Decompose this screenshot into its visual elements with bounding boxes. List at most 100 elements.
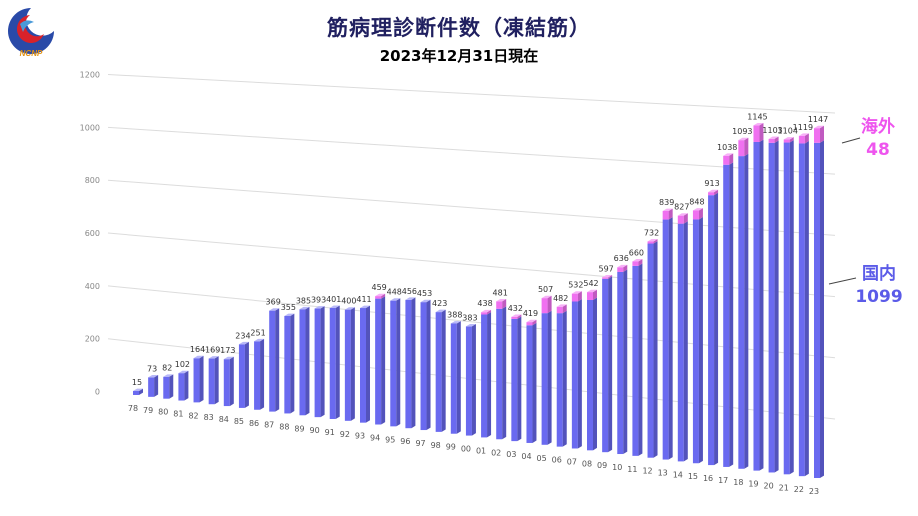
x-tick-label-11: 11 xyxy=(627,465,637,474)
bar-22 xyxy=(798,133,809,477)
bar-domestic xyxy=(738,156,745,469)
value-label-19: 1145 xyxy=(747,112,767,121)
overseas-annotation: 海外 48 xyxy=(858,116,898,162)
bar-top xyxy=(814,125,824,129)
bar-80 xyxy=(163,374,174,399)
bar-domestic-side xyxy=(320,306,325,418)
x-tick-label-13: 13 xyxy=(658,469,668,478)
x-tick-label-09: 09 xyxy=(597,461,607,470)
bar-overseas-side xyxy=(804,133,809,144)
bar-overseas-side xyxy=(789,137,794,143)
x-tick-label-87: 87 xyxy=(264,421,274,430)
bar-overseas xyxy=(708,192,715,196)
bar-overseas xyxy=(511,316,518,319)
value-label-78: 15 xyxy=(132,378,142,387)
bar-96 xyxy=(405,297,416,429)
bar-top xyxy=(238,341,249,345)
bar-top xyxy=(465,324,476,327)
bar-domestic xyxy=(481,314,488,438)
x-tick-label-01: 01 xyxy=(476,446,486,455)
bar-top xyxy=(193,355,204,359)
bar-domestic xyxy=(708,195,715,466)
value-label-79: 73 xyxy=(147,364,157,373)
bar-83 xyxy=(208,356,219,405)
bar-domestic xyxy=(541,313,548,445)
value-label-97: 453 xyxy=(417,289,432,298)
bar-domestic xyxy=(587,299,593,451)
bar-domestic xyxy=(814,142,820,478)
bar-01 xyxy=(481,309,492,438)
bar-top xyxy=(284,313,295,316)
value-label-12: 732 xyxy=(644,228,659,237)
bar-overseas xyxy=(798,135,805,144)
value-label-02: 481 xyxy=(493,288,508,297)
value-label-90: 393 xyxy=(311,296,326,305)
bar-overseas-side xyxy=(729,153,734,165)
bar-overseas xyxy=(481,312,488,315)
bar-11 xyxy=(632,259,643,456)
bar-overseas-side xyxy=(744,137,749,157)
ncnp-logo: NCNP xyxy=(8,8,54,58)
value-label-98: 423 xyxy=(432,299,447,308)
overseas-leader-line xyxy=(841,137,861,144)
bar-domestic-side xyxy=(653,241,658,458)
x-tick-label-98: 98 xyxy=(431,441,441,450)
bar-overseas-side xyxy=(820,125,824,143)
bar-domestic xyxy=(208,358,215,405)
chart-title: 筋病理診断件数（凍結筋） xyxy=(327,16,591,40)
bar-top xyxy=(647,239,658,242)
y-tick-label: 400 xyxy=(85,282,100,291)
bar-17 xyxy=(723,153,734,467)
bar-domestic-side xyxy=(214,356,219,405)
bar-overseas-side xyxy=(532,319,537,326)
x-tick-label-23: 23 xyxy=(809,487,819,496)
bar-04 xyxy=(526,319,537,443)
x-tick-label-21: 21 xyxy=(779,483,789,492)
bar-domestic xyxy=(526,325,533,443)
x-tick-label-02: 02 xyxy=(491,448,501,457)
bar-top xyxy=(723,153,734,156)
bar-domestic xyxy=(783,142,790,475)
bar-domestic-side xyxy=(487,312,492,438)
bar-12 xyxy=(647,239,658,458)
x-tick-label-16: 16 xyxy=(703,474,713,483)
x-tick-label-12: 12 xyxy=(642,467,652,476)
bar-top xyxy=(662,208,673,211)
x-tick-label-95: 95 xyxy=(385,435,395,444)
value-label-16: 913 xyxy=(704,179,719,188)
bar-94 xyxy=(375,293,386,425)
bar-domestic xyxy=(465,326,472,436)
value-label-99: 388 xyxy=(447,310,462,319)
bar-top xyxy=(481,309,492,313)
bar-domestic xyxy=(344,309,351,421)
x-axis-ticks: 78 79 80 81 82 83 84 85 86 87 88 89 90 91 92 93 94 95 96 97… xyxy=(128,404,819,496)
logo-text: NCNP xyxy=(20,49,43,58)
bar-overseas-side xyxy=(714,189,719,196)
bar-20 xyxy=(768,136,779,473)
bar-domestic-side xyxy=(804,141,809,477)
bar-domestic-side xyxy=(729,162,734,467)
bar-top xyxy=(496,298,507,302)
bar-domestic-side xyxy=(759,139,764,471)
bar-07 xyxy=(571,291,582,449)
bar-domestic xyxy=(511,318,518,442)
bar-overseas-side xyxy=(683,213,688,224)
bar-domestic-side xyxy=(774,140,779,473)
x-tick-label-83: 83 xyxy=(204,413,214,422)
x-tick-label-94: 94 xyxy=(370,434,380,443)
gridline-1200 xyxy=(107,74,836,114)
bar-domestic-side xyxy=(199,355,204,403)
x-tick-label-14: 14 xyxy=(673,470,683,479)
bar-top xyxy=(602,274,613,278)
bar-overseas-side xyxy=(653,239,658,244)
bar-overseas xyxy=(602,277,609,279)
bar-domestic xyxy=(556,313,563,447)
bar-domestic xyxy=(692,219,699,464)
bar-overseas-side xyxy=(623,264,628,272)
value-label-89: 385 xyxy=(296,296,311,305)
bar-top xyxy=(299,306,310,310)
bar-overseas xyxy=(375,296,382,299)
bars xyxy=(133,122,824,478)
bar-overseas-side xyxy=(517,314,522,319)
value-label-07: 532 xyxy=(568,281,583,290)
